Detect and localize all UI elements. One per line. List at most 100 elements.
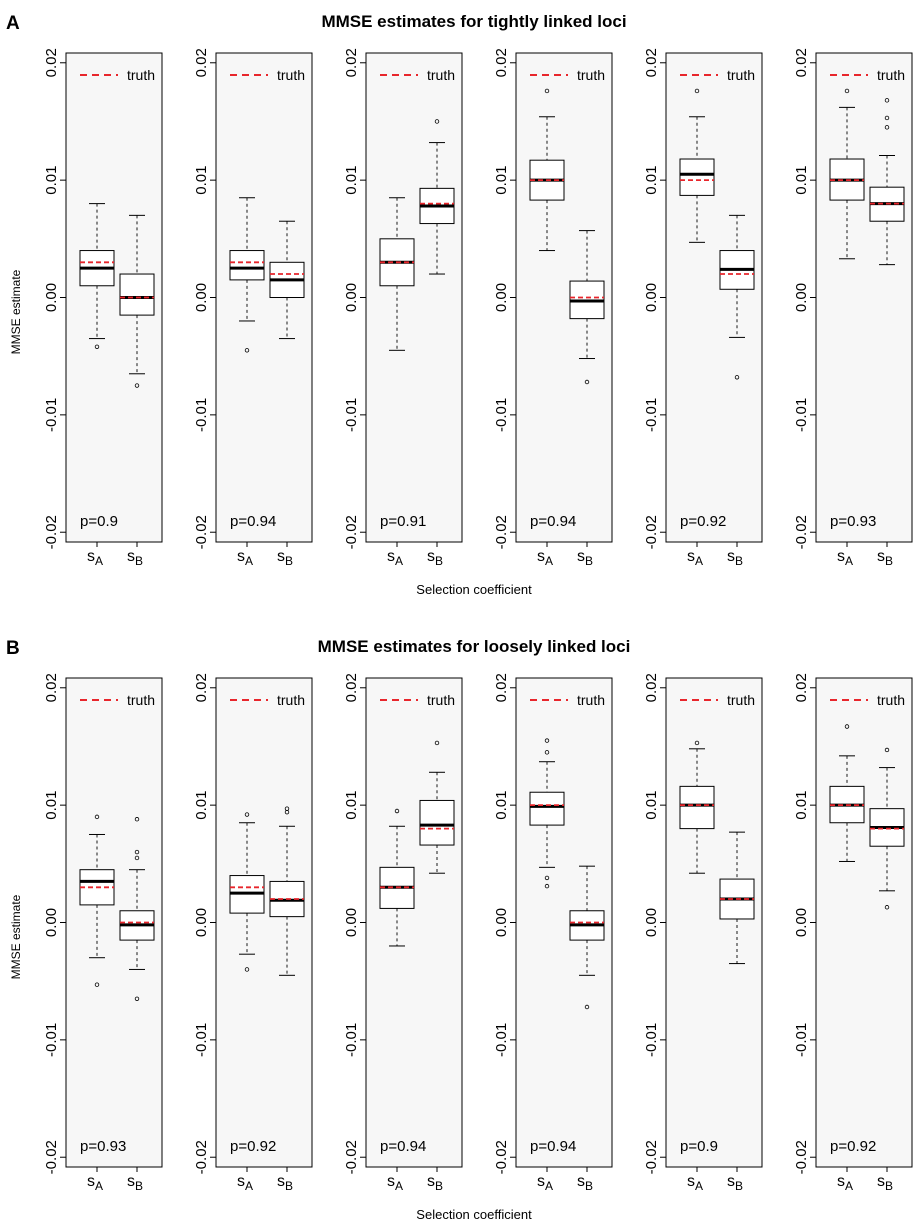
y-tick-label: 0.01: [493, 166, 510, 195]
outlier-point: [884, 747, 890, 753]
y-tick-label: -0.02: [343, 515, 360, 549]
y-tick-label: 0.00: [793, 908, 810, 937]
outlier-point: [284, 806, 290, 811]
y-tick-label: 0.00: [793, 283, 810, 312]
box-sa: [229, 197, 265, 353]
panel-frame: [365, 677, 463, 1168]
y-tick-label: 0.01: [193, 166, 210, 195]
outlier-point: [544, 875, 550, 881]
y-tick-label: 0.01: [43, 791, 60, 820]
x-tick-label-sa: sA: [687, 1173, 703, 1193]
section-b-ylabel: MMSE estimate: [9, 894, 23, 979]
x-tick-label-sb: sB: [577, 1173, 593, 1193]
y-tick-label: -0.01: [493, 1023, 510, 1057]
panel-a-2: -0.02 -0.01 0.00 0.01 0.02 sA sB truth p=0.94: [193, 48, 313, 568]
x-tick-label-sb: sB: [127, 1173, 143, 1193]
panel-p-label: p=0.94: [230, 513, 276, 530]
box-sa: [679, 740, 715, 874]
box-sb: [569, 230, 605, 385]
panel-frame: [215, 677, 313, 1168]
box-sb: [119, 214, 155, 388]
box-sb: [269, 220, 305, 340]
section-b-label: B: [6, 638, 20, 659]
y-tick-label: -0.02: [43, 1140, 60, 1174]
panel-a-6: -0.02 -0.01 0.00 0.01 0.02 sA sB truth p=0.93: [793, 48, 913, 568]
panel-a-4: -0.02 -0.01 0.00 0.01 0.02 sA sB truth p=0.94: [493, 48, 613, 568]
box-sa: [379, 808, 415, 947]
legend-truth-label: truth: [427, 67, 455, 83]
y-tick-label: 0.02: [493, 48, 510, 77]
outlier-point: [544, 883, 550, 889]
y-tick-label: 0.00: [193, 908, 210, 937]
x-tick-label-sb: sB: [727, 1173, 743, 1193]
y-tick-label: 0.02: [643, 48, 660, 77]
outlier-point: [134, 383, 140, 388]
y-tick-label: -0.02: [493, 515, 510, 549]
panel-frame: [365, 52, 463, 543]
iqr-box: [529, 791, 565, 826]
iqr-box: [679, 785, 715, 830]
outlier-point: [134, 817, 140, 822]
panel-p-label: p=0.94: [380, 1138, 426, 1155]
outlier-point: [544, 750, 550, 755]
section-a-ylabel: MMSE estimate: [9, 269, 23, 354]
outlier-point: [694, 740, 700, 746]
section-a: A MMSE estimates for tightly linked loci…: [6, 12, 913, 597]
legend-truth-label: truth: [877, 692, 905, 708]
y-tick-label: 0.02: [193, 48, 210, 77]
section-b-xlabel: Selection coefficient: [416, 1207, 532, 1222]
legend-truth-label: truth: [577, 67, 605, 83]
box-sa: [529, 88, 565, 252]
panel-p-label: p=0.93: [830, 513, 876, 530]
outlier-point: [694, 88, 700, 94]
panel-b-1: -0.02 -0.01 0.00 0.01 0.02 sA sB truth p=0.93: [43, 673, 163, 1193]
y-tick-label: 0.00: [493, 908, 510, 937]
y-tick-label: 0.01: [493, 791, 510, 820]
box-sa: [79, 203, 115, 349]
panel-frame: [815, 677, 913, 1168]
box-sb: [119, 817, 155, 1001]
y-tick-label: -0.01: [343, 398, 360, 432]
outlier-point: [134, 849, 140, 855]
legend-truth-label: truth: [277, 67, 305, 83]
panel-p-label: p=0.94: [530, 1138, 576, 1155]
y-tick-label: 0.00: [493, 283, 510, 312]
iqr-box: [679, 158, 715, 196]
y-tick-label: -0.02: [193, 1140, 210, 1174]
y-tick-label: 0.02: [343, 48, 360, 77]
y-tick-label: 0.01: [193, 791, 210, 820]
y-tick-label: -0.01: [643, 1023, 660, 1057]
legend-truth-label: truth: [877, 67, 905, 83]
x-tick-label-sb: sB: [277, 548, 293, 568]
box-sb: [269, 806, 305, 976]
outlier-point: [434, 119, 440, 124]
section-b-title: MMSE estimates for loosely linked loci: [318, 637, 631, 656]
panel-p-label: p=0.94: [530, 513, 576, 530]
legend-truth-label: truth: [277, 692, 305, 708]
panel-a-5: -0.02 -0.01 0.00 0.01 0.02 sA sB truth p=0.92: [643, 48, 763, 568]
panel-frame: [665, 52, 763, 543]
outlier-point: [394, 808, 400, 814]
box-sb: [419, 740, 455, 874]
y-tick-label: -0.02: [793, 1140, 810, 1174]
outlier-point: [844, 88, 850, 94]
outlier-point: [244, 348, 250, 353]
y-tick-label: -0.01: [643, 398, 660, 432]
x-tick-label-sa: sA: [237, 1173, 253, 1193]
x-tick-label-sa: sA: [537, 548, 553, 568]
outlier-point: [884, 905, 890, 910]
legend-truth-label: truth: [727, 692, 755, 708]
y-tick-label: 0.02: [43, 48, 60, 77]
x-tick-label-sb: sB: [577, 548, 593, 568]
panel-b-3: -0.02 -0.01 0.00 0.01 0.02 sA sB truth p=0.94: [343, 673, 463, 1193]
y-tick-label: 0.00: [43, 283, 60, 312]
iqr-box: [419, 799, 455, 846]
panel-p-label: p=0.9: [80, 513, 118, 530]
panel-a-1: -0.02 -0.01 0.00 0.01 0.02 sA sB truth p=0.9: [43, 48, 163, 568]
y-tick-label: 0.01: [643, 166, 660, 195]
legend-truth-label: truth: [127, 692, 155, 708]
y-tick-label: -0.02: [43, 515, 60, 549]
outlier-point: [94, 344, 100, 349]
box-sa: [229, 812, 265, 972]
y-tick-label: 0.01: [343, 791, 360, 820]
